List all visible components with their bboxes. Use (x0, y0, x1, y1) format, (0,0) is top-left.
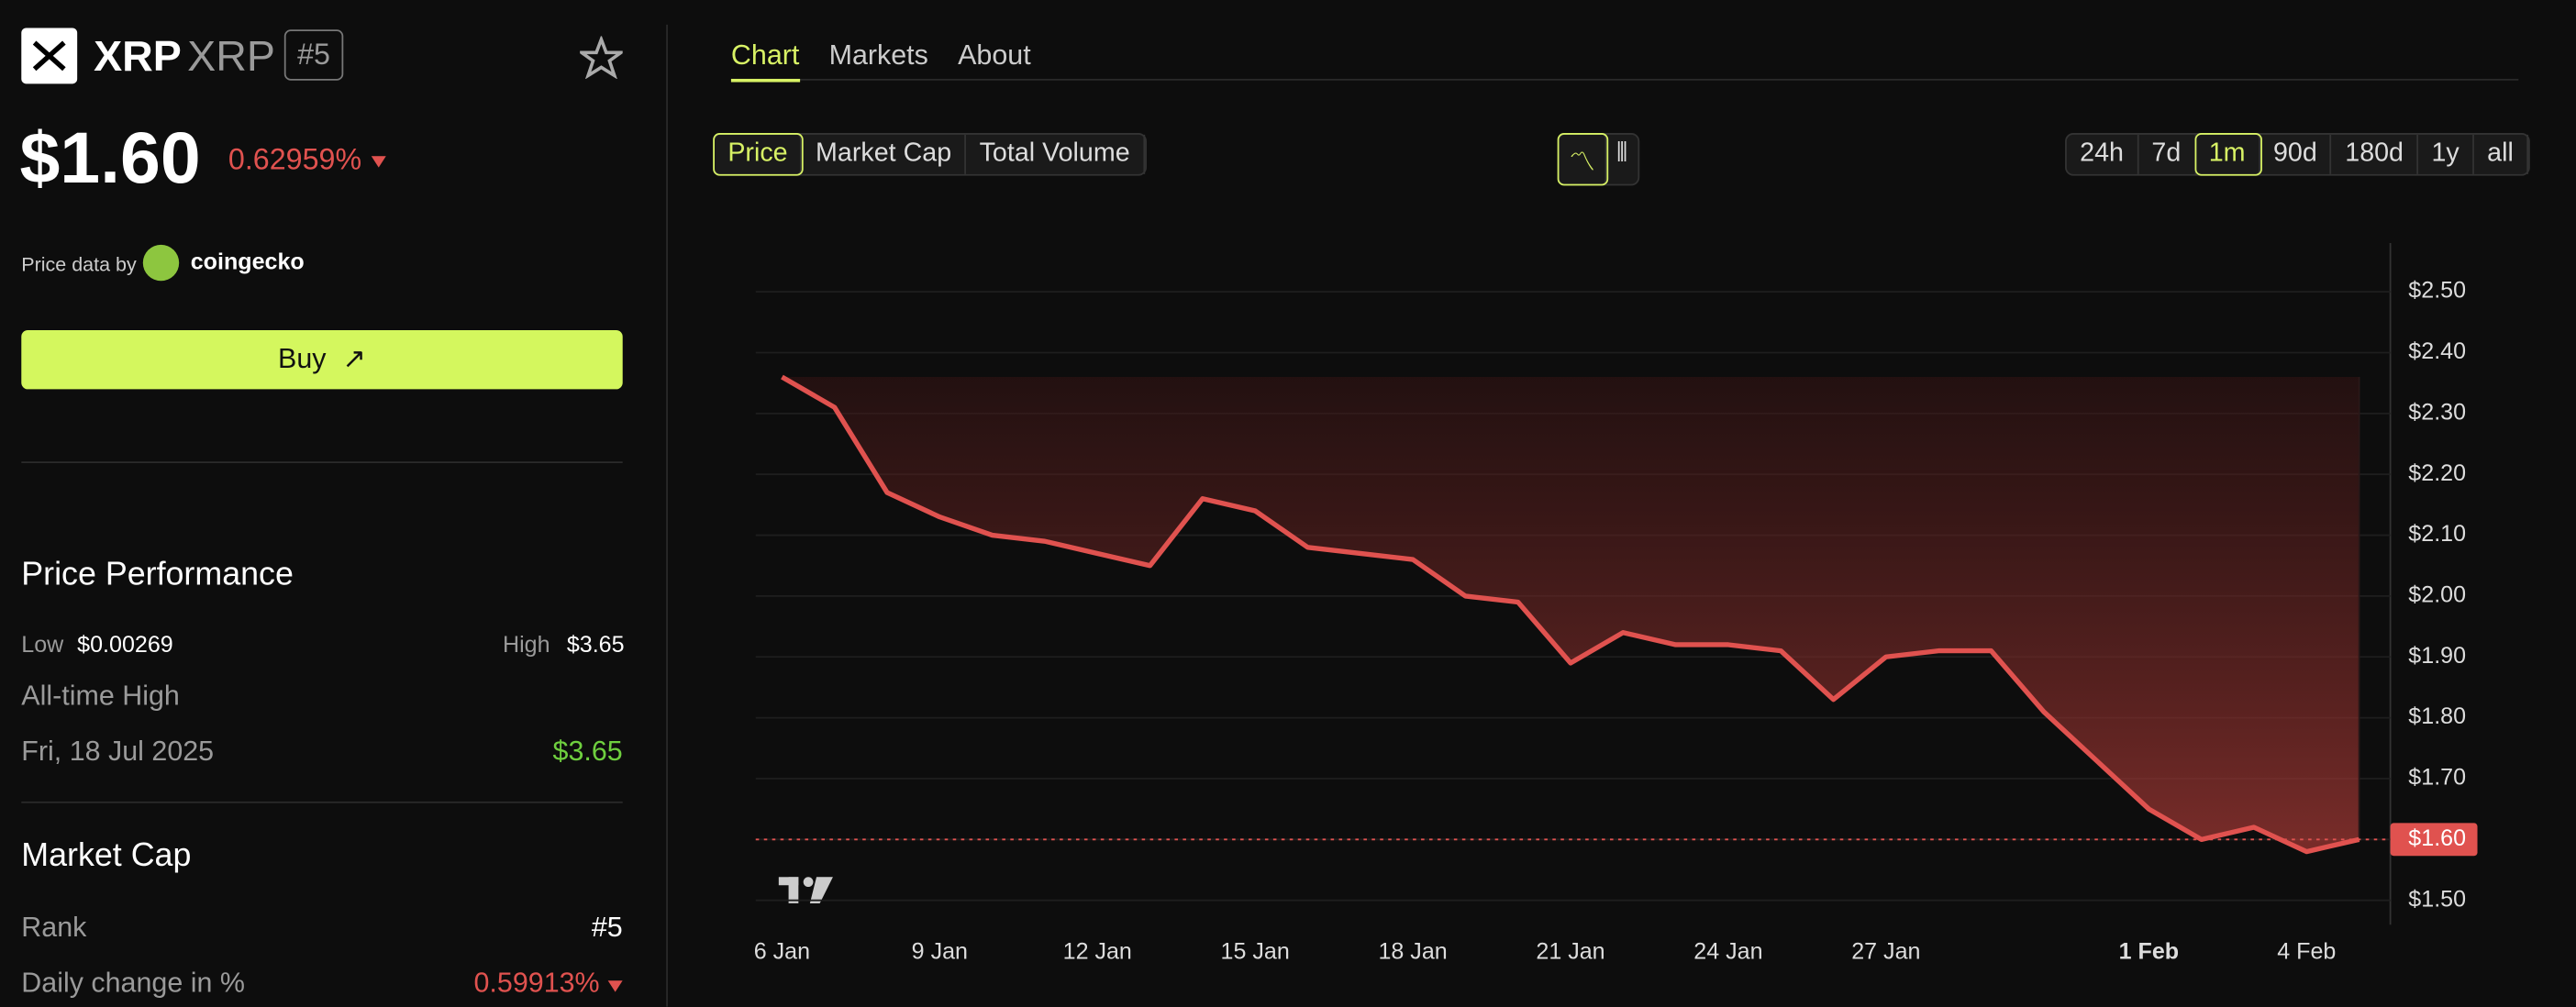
daily-label: Daily change in % (21, 967, 245, 999)
x-tick-label: 6 Jan (754, 938, 810, 964)
ath-date: Fri, 18 Jul 2025 (21, 736, 215, 768)
daily-value: 0.59913% (473, 967, 600, 999)
y-tick-label: $1.50 (2408, 886, 2466, 912)
metric-button[interactable]: Total Volume (966, 134, 1145, 174)
price-line (781, 374, 2360, 855)
rank-value: #5 (591, 911, 623, 943)
x-tick-label: 1 Feb (2119, 938, 2179, 964)
tab[interactable]: Markets (828, 39, 928, 72)
y-tick-label: $2.50 (2408, 278, 2466, 304)
rank-label: Rank (21, 911, 87, 943)
arrow-icon: ↗ (342, 343, 366, 375)
range-button[interactable]: 24h (2067, 134, 2139, 174)
x-tick-label: 4 Feb (2277, 938, 2336, 964)
gecko-icon (142, 244, 180, 282)
separator (21, 461, 623, 464)
y-tick-label: $1.90 (2408, 643, 2466, 669)
chart-type-group: 〽 ⫴ (1557, 133, 1639, 186)
star[interactable] (580, 36, 623, 79)
candle-icon[interactable]: ⫴ (1616, 139, 1628, 168)
tv-logo (778, 877, 833, 903)
metric-button[interactable]: Price (713, 133, 805, 176)
x-tick-label: 12 Jan (1063, 938, 1132, 964)
high-value: $3.65 (566, 630, 625, 658)
x-tick-label: 18 Jan (1378, 938, 1447, 964)
ath-label: All-time High (21, 680, 180, 712)
high-label: High (502, 630, 550, 658)
buy-label: Buy (278, 343, 327, 375)
section-title: Price Performance (21, 557, 294, 593)
price-tag (2390, 823, 2478, 857)
line-icon[interactable]: 〽 (1557, 133, 1609, 186)
rank-badge: #5 (283, 29, 344, 81)
coin-name: XRP (187, 31, 275, 81)
x-tick-label: 21 Jan (1536, 938, 1604, 964)
range-group: 24h 7d 1m 90d 180d 1y all (2065, 133, 2530, 176)
range-button[interactable]: 180d (2332, 134, 2419, 174)
provider: coingecko (190, 248, 305, 275)
area (782, 377, 2359, 852)
tab[interactable]: Chart (730, 39, 800, 83)
range-button[interactable]: all (2474, 134, 2528, 174)
buy-button[interactable]: Buy ↗ (21, 329, 623, 390)
price-tag-label: $1.60 (2408, 825, 2466, 851)
x-tick-label: 15 Jan (1221, 938, 1290, 964)
x-tick-label: 27 Jan (1851, 938, 1920, 964)
x-tick-label: 9 Jan (912, 938, 968, 964)
range-button[interactable]: 1m (2193, 133, 2262, 176)
y-tick-label: $2.00 (2408, 582, 2466, 608)
y-tick-label: $1.80 (2408, 703, 2466, 729)
logo (21, 28, 78, 84)
tab-rule (730, 78, 2519, 81)
price-change: 0.62959% (228, 142, 362, 176)
x-tick-label: 24 Jan (1693, 938, 1762, 964)
range-button[interactable]: 7d (2138, 134, 2196, 174)
source-label: Price data by (21, 252, 137, 276)
tab[interactable]: About (958, 39, 1031, 72)
down-arrow (371, 156, 386, 168)
metric-button[interactable]: Market Cap (803, 134, 967, 174)
y-tick-label: $1.70 (2408, 765, 2466, 791)
y-tick-label: $2.40 (2408, 338, 2466, 364)
down-arrow (607, 980, 623, 992)
y-tick-label: $2.10 (2408, 521, 2466, 547)
separator (21, 801, 623, 803)
range-button[interactable]: 90d (2260, 134, 2332, 174)
tabs: Chart Markets About (730, 39, 1031, 83)
y-tick-label: $2.20 (2408, 460, 2466, 486)
symbol: XRP (94, 31, 182, 81)
price: $1.60 (19, 117, 201, 199)
metric-group: Price Market Cap Total Volume (713, 133, 1147, 176)
section-title: Market Cap (21, 837, 192, 874)
y-tick-label: $2.30 (2408, 399, 2466, 425)
range-button[interactable]: 1y (2418, 134, 2474, 174)
low-label: Low (21, 630, 64, 658)
low-value: $0.00269 (77, 630, 173, 658)
ath-value: $3.65 (552, 736, 623, 768)
